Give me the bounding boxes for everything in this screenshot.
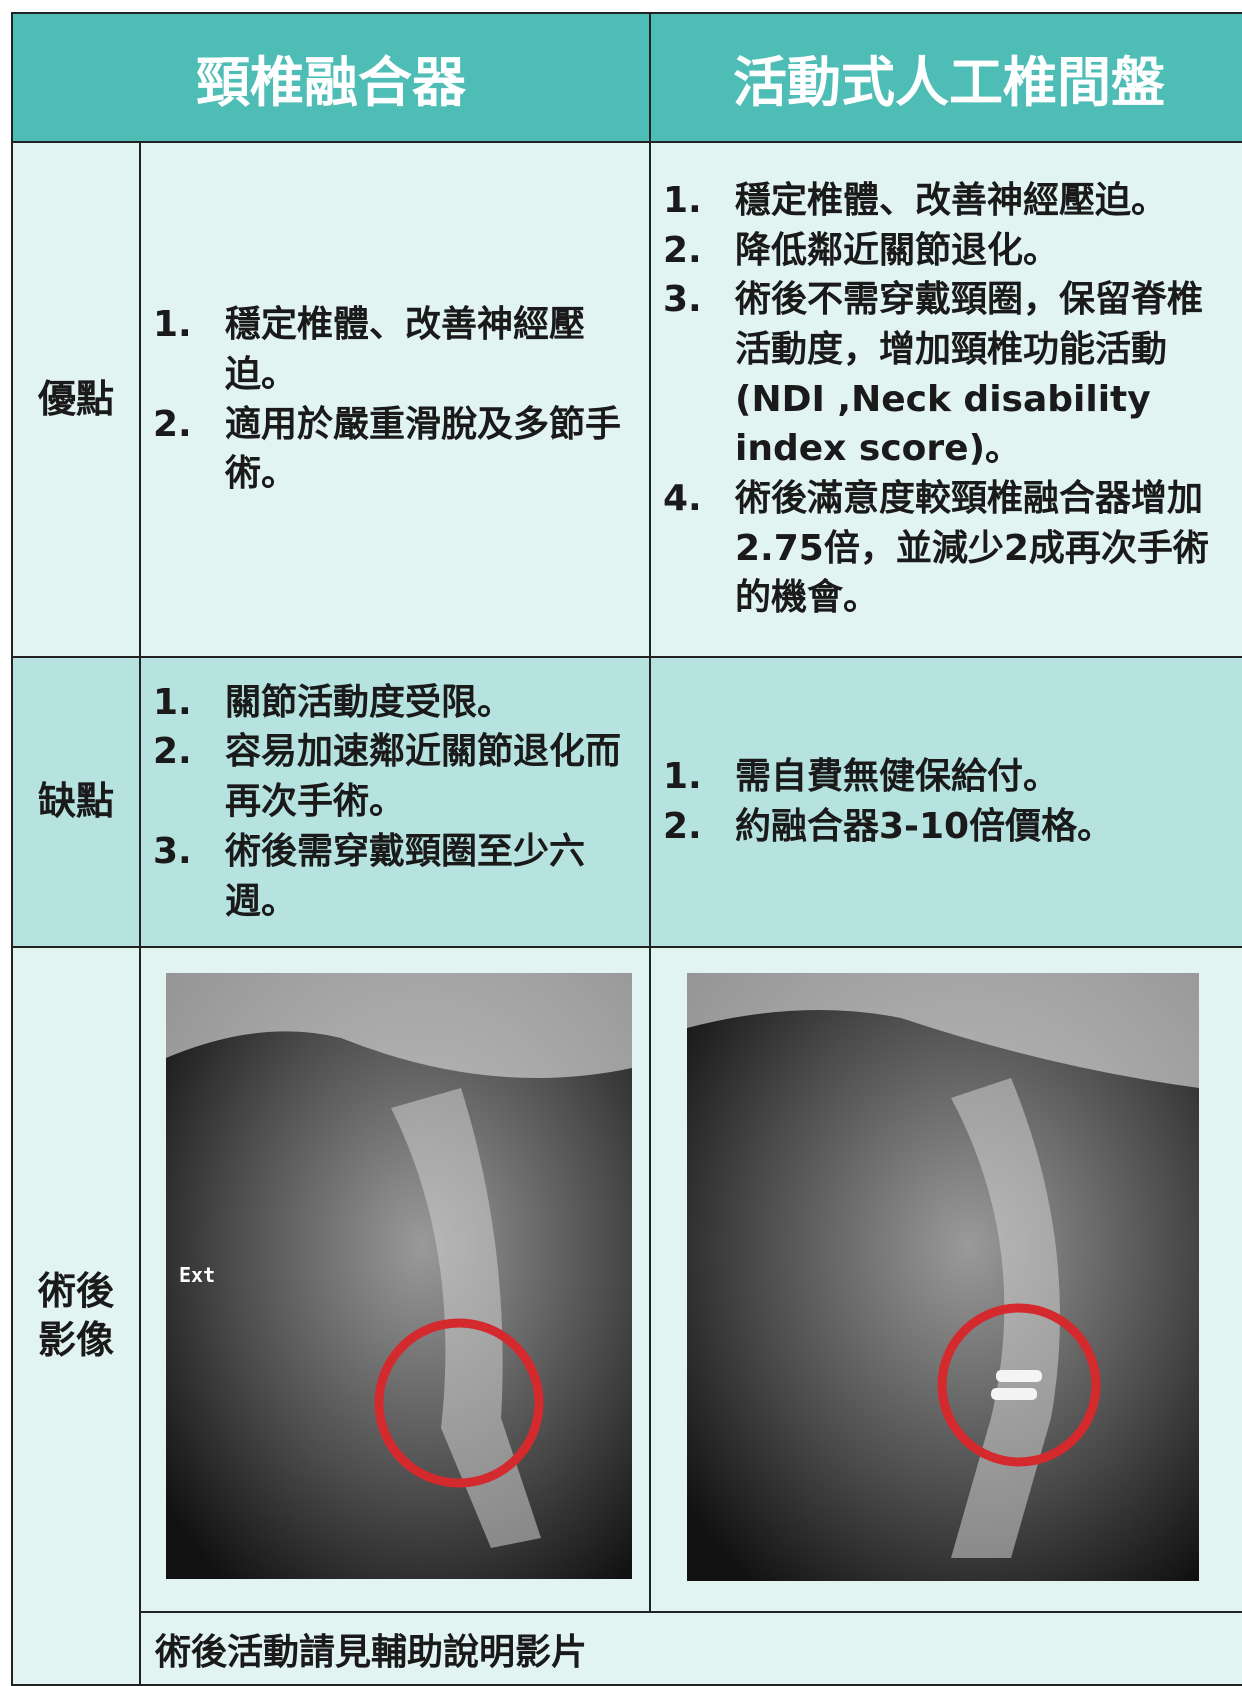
item-number: 2. <box>153 403 192 445</box>
item-text: 術後滿意度較頸椎融合器增加2.75倍，並減少2成再次手術的機會。 <box>735 478 1209 619</box>
row-label: 術後影像 <box>11 946 141 1686</box>
spine <box>951 1078 1060 1558</box>
list-item: 4. 術後滿意度較頸椎融合器增加2.75倍，並減少2成再次手術的機會。 <box>663 474 1237 623</box>
list-item: 1. 關節活動度受限。 <box>153 678 639 728</box>
list-item: 2. 約融合器3-10倍價格。 <box>663 802 1237 852</box>
item-text: 適用於嚴重滑脫及多節手術。 <box>225 403 622 495</box>
item-number: 1. <box>153 681 192 723</box>
highlight-circle <box>937 1303 1101 1467</box>
caption-text: 術後活動請見輔助說明影片 <box>155 1631 588 1673</box>
cons-left: 1. 關節活動度受限。 2. 容易加速鄰近關節退化而再次手術。 3. 術後需穿戴頸圈至少六… <box>139 656 651 948</box>
item-number: 1. <box>663 756 702 798</box>
item-number: 2. <box>663 806 702 847</box>
image-cell <box>649 946 1242 1613</box>
cons-right: 1. 需自費無健保給付。 2. 約融合器3-10倍價格。 <box>649 656 1242 948</box>
pros-right: 1. 穩定椎體、改善神經壓迫。 2. 降低鄰近關節退化。 3. 術後不需穿戴頸圈，保留脊椎… <box>649 141 1242 658</box>
skull <box>687 973 1199 1088</box>
xray-image <box>687 973 1199 1581</box>
image-cell: Ext <box>139 946 651 1613</box>
implant <box>991 1388 1037 1400</box>
xray-right <box>687 973 1199 1581</box>
item-number: 4. <box>663 478 702 519</box>
list-item: 1. 穩定椎體、改善神經壓迫。 <box>153 300 639 399</box>
header-left: 頸椎融合器 <box>11 12 651 143</box>
item-text: 穩定椎體、改善神經壓迫。 <box>225 304 586 395</box>
item-number: 3. <box>153 830 192 872</box>
highlight-circle <box>374 1318 544 1488</box>
item-number: 3. <box>663 279 702 321</box>
list-item: 1. 需自費無健保給付。 <box>663 752 1237 802</box>
list-item: 3. 術後需穿戴頸圈至少六週。 <box>153 827 639 926</box>
item-text: 穩定椎體、改善神經壓迫。 <box>735 179 1168 221</box>
list-item: 2. 容易加速鄰近關節退化而再次手術。 <box>153 727 639 826</box>
implant <box>996 1370 1042 1382</box>
caption: 術後活動請見輔助說明影片 <box>139 1611 1242 1686</box>
pros-left: 1. 穩定椎體、改善神經壓迫。 2. 適用於嚴重滑脫及多節手術。 <box>139 141 651 658</box>
item-text: 約融合器3-10倍價格。 <box>735 806 1114 847</box>
item-number: 1. <box>153 304 192 346</box>
row-label: 優點 <box>11 141 141 658</box>
list-item: 1. 穩定椎體、改善神經壓迫。 <box>663 176 1237 226</box>
row-label: 缺點 <box>11 656 141 948</box>
item-text: 容易加速鄰近關節退化而再次手術。 <box>225 731 622 823</box>
list-item: 2. 適用於嚴重滑脫及多節手術。 <box>153 400 639 499</box>
xray-left: Ext <box>166 973 632 1579</box>
header-right: 活動式人工椎間盤 <box>649 12 1242 143</box>
skull <box>166 973 632 1078</box>
annotation: Ext <box>179 1263 215 1287</box>
item-number: 2. <box>153 731 192 773</box>
item-text: 需自費無健保給付。 <box>735 756 1060 798</box>
item-number: 2. <box>663 229 702 271</box>
item-number: 1. <box>663 179 702 221</box>
top-strip <box>0 0 1242 12</box>
list-item: 3. 術後不需穿戴頸圈，保留脊椎活動度，增加頸椎功能活動(NDI ,Neck di… <box>663 275 1237 474</box>
item-text: 術後需穿戴頸圈至少六週。 <box>225 830 586 922</box>
list-item: 2. 降低鄰近關節退化。 <box>663 226 1237 276</box>
spine <box>391 1088 541 1548</box>
item-text: 降低鄰近關節退化。 <box>735 229 1060 271</box>
item-text: 術後不需穿戴頸圈，保留脊椎活動度，增加頸椎功能活動(NDI ,Neck disa… <box>735 279 1204 470</box>
item-text: 關節活動度受限。 <box>225 681 514 723</box>
label-text: 術後影像 <box>37 1268 114 1362</box>
